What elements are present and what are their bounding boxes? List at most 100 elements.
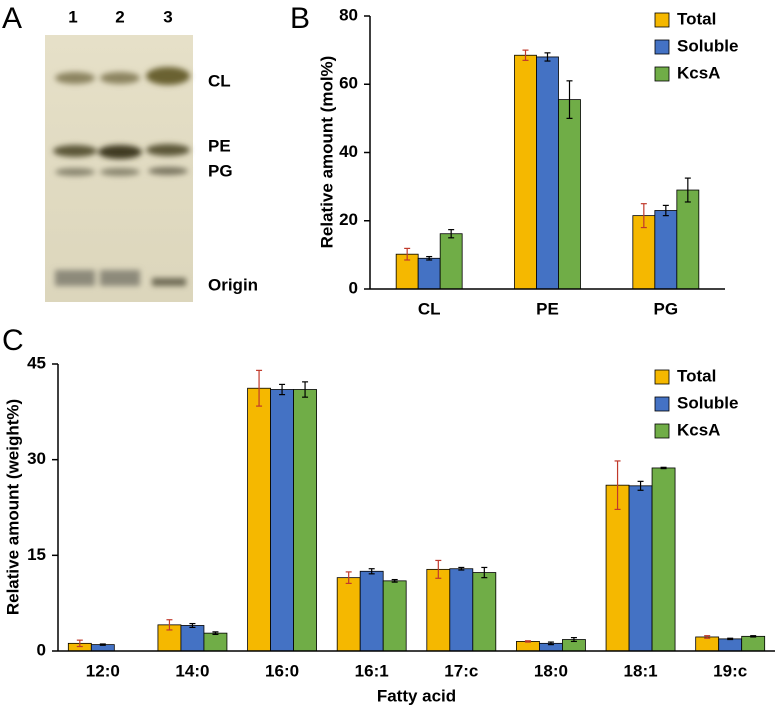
error-bar — [99, 643, 106, 646]
x-tick-label: 16:1 — [355, 661, 389, 680]
lane-label: 1 — [68, 7, 77, 26]
tlc-plate — [45, 35, 193, 302]
error-bar — [614, 460, 621, 511]
error-bar — [189, 622, 196, 629]
legend-swatch — [654, 12, 670, 28]
x-tick-label: 17:c — [444, 661, 478, 680]
lane-label: 3 — [163, 7, 172, 26]
error-bar — [426, 255, 433, 261]
bar — [417, 257, 441, 290]
panel-label: C — [2, 324, 24, 357]
panel-label: A — [2, 2, 22, 35]
y-tick-label: 45 — [27, 353, 46, 372]
bar — [247, 387, 271, 652]
error-bar — [279, 383, 286, 396]
error-bar — [256, 369, 263, 407]
x-tick-label: CL — [418, 299, 441, 318]
bar — [180, 625, 205, 652]
y-tick-label: 30 — [27, 449, 46, 468]
x-tick-label: 18:0 — [534, 661, 568, 680]
legend-label: Soluble — [677, 36, 738, 55]
band-label: CL — [208, 71, 231, 90]
bar — [695, 636, 720, 652]
x-tick-label: PG — [654, 299, 679, 318]
error-bar — [368, 568, 375, 575]
error-bar — [662, 204, 669, 217]
legend-swatch — [654, 66, 670, 82]
error-bar — [448, 229, 455, 239]
x-tick-label: 12:0 — [86, 661, 120, 680]
error-bar — [640, 203, 647, 229]
error-bar — [704, 635, 711, 639]
bar — [472, 572, 497, 652]
y-axis-title: Relative amount (weight%) — [3, 399, 22, 615]
band-label: PE — [208, 136, 231, 155]
x-tick-label: PE — [536, 299, 559, 318]
bar — [426, 568, 451, 652]
legend-swatch — [654, 369, 670, 385]
legend-swatch — [654, 423, 670, 439]
error-bar — [544, 52, 551, 62]
legend-swatch — [654, 396, 670, 412]
legend-swatch — [654, 39, 670, 55]
error-bar — [435, 559, 442, 579]
error-bar — [404, 247, 411, 261]
error-bar — [637, 480, 644, 491]
bar — [628, 485, 653, 652]
bar — [718, 638, 743, 652]
bar — [651, 467, 676, 652]
error-bar — [522, 49, 529, 61]
error-bar — [570, 637, 577, 643]
error-bar — [76, 639, 83, 648]
y-tick-label: 0 — [349, 278, 358, 297]
bar — [439, 233, 463, 290]
error-bar — [345, 571, 352, 584]
bar — [536, 56, 559, 290]
legend-label: Soluble — [677, 393, 738, 412]
error-bar — [684, 177, 691, 203]
error-bar — [481, 566, 488, 579]
panel-label: B — [290, 2, 310, 35]
y-tick-label: 20 — [339, 210, 358, 229]
bar — [676, 189, 700, 290]
bar — [654, 210, 678, 290]
bar — [449, 568, 474, 652]
bar — [336, 577, 361, 652]
error-bar — [458, 566, 465, 571]
error-bar — [547, 641, 554, 646]
x-tick-label: 18:1 — [624, 661, 658, 680]
error-bar — [566, 80, 573, 119]
error-bar — [302, 381, 309, 398]
bar — [514, 54, 537, 290]
x-axis-title: Fatty acid — [377, 686, 456, 705]
y-tick-label: 80 — [339, 5, 358, 24]
band-label: PG — [208, 161, 233, 180]
bar — [741, 635, 766, 652]
legend-label: KcsA — [677, 63, 720, 82]
bar — [516, 641, 540, 652]
y-tick-label: 60 — [339, 74, 358, 93]
error-bar — [166, 619, 173, 631]
y-tick-label: 0 — [37, 640, 46, 659]
y-tick-label: 15 — [27, 545, 46, 564]
bar — [293, 389, 317, 652]
legend-label: Total — [677, 366, 716, 385]
legend-label: KcsA — [677, 420, 720, 439]
error-bar — [212, 631, 219, 636]
legend-label: Total — [677, 9, 716, 28]
bar — [382, 580, 407, 652]
bar — [203, 632, 228, 652]
x-tick-label: 16:0 — [265, 661, 299, 680]
bar — [605, 484, 630, 652]
error-bar — [727, 637, 734, 641]
error-bar — [524, 640, 531, 643]
error-bar — [391, 578, 398, 583]
x-tick-label: 19:c — [713, 661, 747, 680]
x-tick-label: 14:0 — [175, 661, 209, 680]
band-label: Origin — [208, 275, 258, 294]
lane-label: 2 — [115, 7, 124, 26]
error-bar — [750, 635, 757, 638]
y-axis-title: Relative amount (mol%) — [317, 56, 336, 249]
bar — [558, 99, 581, 290]
